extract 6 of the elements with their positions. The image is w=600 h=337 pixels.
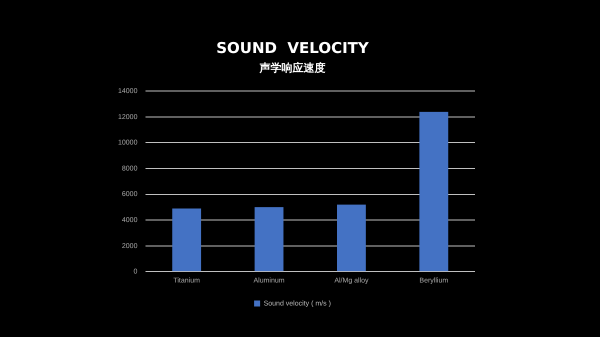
bar [419,112,448,272]
chart-subtitle: 声学响应速度 [258,61,326,74]
chart-title: SOUND VELOCITY [216,38,370,57]
bar [172,208,202,272]
bar [254,207,284,272]
bar [337,204,366,272]
